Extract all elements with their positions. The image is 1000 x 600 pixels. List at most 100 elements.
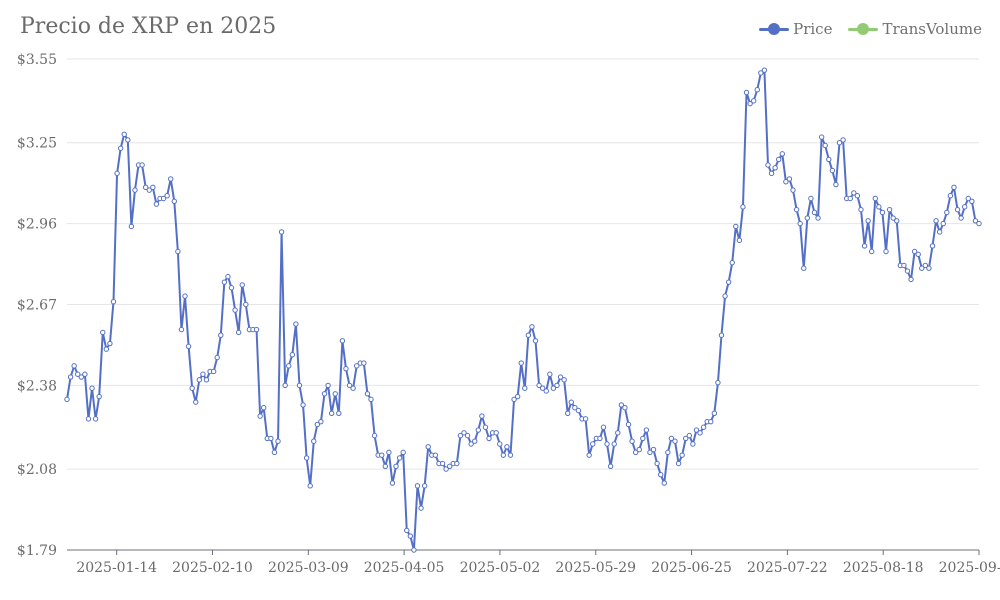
price-point — [683, 435, 689, 442]
price-point — [103, 346, 110, 352]
price-point — [772, 165, 778, 171]
price-point — [200, 371, 206, 377]
price-point — [439, 460, 446, 467]
price-point — [475, 427, 481, 433]
price-point — [514, 393, 521, 400]
price-point — [693, 427, 700, 433]
price-point — [818, 134, 825, 140]
price-point — [672, 438, 678, 444]
price-point — [829, 167, 836, 174]
price-point — [936, 229, 943, 235]
price-point — [239, 282, 245, 288]
price-point — [636, 446, 642, 453]
price-point — [300, 402, 306, 408]
price-point — [615, 430, 621, 436]
price-point — [117, 145, 124, 151]
price-point — [733, 223, 739, 230]
price-point — [71, 363, 77, 369]
price-point — [765, 162, 771, 168]
price-point — [947, 193, 954, 199]
price-point — [75, 371, 81, 377]
price-point — [815, 215, 821, 221]
price-point — [922, 262, 929, 269]
price-point — [479, 413, 485, 419]
price-point — [482, 424, 489, 430]
price-point — [146, 187, 152, 193]
price-point — [640, 435, 646, 442]
price-point — [225, 273, 231, 280]
price-point — [697, 430, 703, 436]
price-point — [64, 396, 70, 403]
y-tick-label: $3.55 — [17, 52, 57, 68]
price-point — [565, 410, 571, 416]
price-point — [929, 243, 936, 249]
price-point — [346, 382, 353, 389]
legend-item-transvolume[interactable]: TransVolume — [848, 20, 982, 38]
price-point — [654, 460, 660, 467]
price-point — [894, 218, 900, 224]
price-point — [600, 424, 607, 430]
price-point — [407, 533, 414, 539]
price-point — [804, 215, 811, 221]
price-point — [879, 209, 886, 216]
price-point — [625, 421, 632, 428]
price-point — [940, 220, 946, 227]
price-point — [951, 184, 957, 191]
price-point — [729, 259, 735, 266]
price-point — [779, 151, 785, 157]
y-axis: $3.55 $3.25 $2.96 $2.67 $2.38 $2.08 $1.79 — [17, 52, 57, 559]
price-point — [597, 435, 603, 442]
price-point — [650, 446, 657, 453]
price-point — [443, 466, 449, 472]
price-point — [607, 463, 614, 470]
price-point — [421, 483, 428, 489]
price-point — [125, 137, 131, 143]
price-point — [67, 374, 74, 380]
price-point — [328, 410, 335, 416]
price-point — [457, 432, 464, 439]
price-point — [325, 382, 331, 389]
price-line — [66, 69, 980, 551]
x-tick-label: 2025-03-09 — [268, 560, 349, 576]
price-point — [500, 452, 507, 458]
x-tick-label: 2025-09-14 — [939, 560, 1000, 576]
price-point — [343, 365, 349, 372]
price-point — [271, 449, 278, 456]
price-point — [454, 460, 460, 467]
price-point — [647, 449, 653, 456]
price-point — [286, 363, 292, 369]
price-point — [776, 156, 782, 163]
price-point — [303, 455, 310, 461]
price-point — [915, 251, 921, 257]
price-point — [486, 435, 492, 442]
price-point — [632, 449, 639, 456]
price-point — [954, 206, 961, 213]
price-point — [268, 435, 274, 442]
price-point — [575, 407, 582, 414]
price-point — [586, 452, 592, 458]
price-point — [418, 505, 424, 511]
price-point — [811, 209, 818, 216]
price-point — [235, 329, 242, 336]
price-point — [432, 452, 439, 458]
legend: Price TransVolume — [759, 20, 982, 38]
price-point — [364, 391, 371, 397]
price-point — [679, 452, 685, 458]
price-point — [232, 307, 238, 313]
x-tick-label: 2025-04-05 — [364, 560, 445, 576]
price-point — [160, 195, 167, 202]
price-point — [203, 377, 210, 383]
price-point — [933, 218, 939, 224]
y-tick-label: $2.96 — [17, 217, 57, 233]
price-point — [793, 206, 800, 213]
price-point — [629, 438, 635, 444]
price-point — [89, 385, 95, 391]
price-point — [296, 382, 303, 389]
price-point — [464, 432, 471, 439]
price-point — [665, 449, 671, 456]
price-point — [178, 326, 185, 333]
price-point — [400, 449, 406, 456]
price-point — [221, 279, 228, 285]
legend-item-price[interactable]: Price — [759, 20, 832, 38]
